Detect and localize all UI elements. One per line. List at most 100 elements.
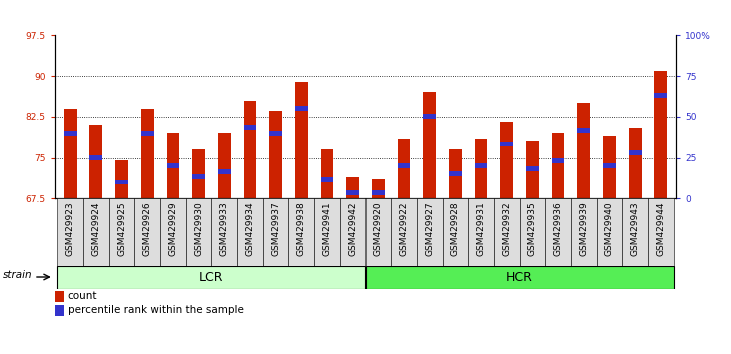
Bar [295, 106, 308, 111]
Bar [218, 169, 231, 173]
Text: count: count [68, 291, 97, 301]
Bar [243, 125, 257, 130]
Text: GSM429924: GSM429924 [91, 202, 100, 256]
Bar [552, 133, 564, 198]
Bar [58, 266, 366, 289]
Text: GSM429920: GSM429920 [374, 202, 383, 256]
Text: GSM429927: GSM429927 [425, 202, 434, 256]
Text: GSM429935: GSM429935 [528, 202, 537, 256]
Text: GSM429937: GSM429937 [271, 202, 280, 256]
Bar [321, 149, 333, 198]
Bar [115, 160, 128, 198]
Bar [160, 198, 186, 266]
Bar [494, 198, 520, 266]
Bar [603, 136, 616, 198]
Bar [295, 81, 308, 198]
Bar [89, 155, 102, 160]
Bar [263, 198, 289, 266]
Bar [526, 141, 539, 198]
Bar [115, 179, 128, 184]
Bar [83, 198, 109, 266]
Text: GSM429922: GSM429922 [400, 202, 409, 256]
Text: GSM429939: GSM429939 [579, 202, 588, 256]
Bar [89, 125, 102, 198]
Bar [58, 198, 83, 266]
Bar [192, 174, 205, 179]
Bar [449, 149, 462, 198]
Text: GSM429936: GSM429936 [553, 202, 563, 256]
Bar [269, 131, 282, 136]
Bar [269, 112, 282, 198]
Bar [141, 131, 154, 136]
Bar [552, 158, 564, 163]
Bar [500, 122, 513, 198]
Bar [391, 198, 417, 266]
Text: GSM429929: GSM429929 [168, 202, 178, 256]
Bar [577, 103, 590, 198]
Bar [423, 92, 436, 198]
Bar [167, 133, 179, 198]
Text: GSM429943: GSM429943 [631, 202, 640, 256]
Bar [135, 198, 160, 266]
Bar [398, 163, 410, 168]
Bar [545, 198, 571, 266]
Bar [218, 133, 231, 198]
Bar [372, 190, 385, 195]
Text: GSM429932: GSM429932 [502, 202, 511, 256]
Bar [622, 198, 648, 266]
Text: GSM429934: GSM429934 [246, 202, 254, 256]
Text: GSM429928: GSM429928 [451, 202, 460, 256]
Bar [500, 142, 513, 147]
Text: GSM429944: GSM429944 [656, 202, 665, 256]
Bar [596, 198, 622, 266]
Text: GSM429931: GSM429931 [477, 202, 485, 256]
Bar [442, 198, 468, 266]
Text: GSM429940: GSM429940 [605, 202, 614, 256]
Bar [64, 131, 77, 136]
Bar [577, 128, 590, 133]
Text: GSM429926: GSM429926 [143, 202, 152, 256]
Bar [141, 109, 154, 198]
Bar [186, 198, 211, 266]
Text: HCR: HCR [506, 270, 533, 284]
Bar [211, 198, 237, 266]
Bar [340, 198, 366, 266]
Text: GSM429930: GSM429930 [194, 202, 203, 256]
Bar [289, 198, 314, 266]
Bar [648, 198, 673, 266]
Bar [109, 198, 135, 266]
Text: GSM429933: GSM429933 [220, 202, 229, 256]
Bar [346, 177, 359, 198]
Bar [603, 163, 616, 168]
Bar [571, 198, 596, 266]
Bar [654, 71, 667, 198]
Bar [366, 198, 391, 266]
Bar [526, 166, 539, 171]
Bar [167, 163, 179, 168]
Bar [629, 150, 642, 155]
Text: strain: strain [3, 270, 32, 280]
Bar [346, 190, 359, 195]
Bar [243, 101, 257, 198]
Bar [314, 198, 340, 266]
Text: GSM429925: GSM429925 [117, 202, 126, 256]
Bar [629, 128, 642, 198]
Text: percentile rank within the sample: percentile rank within the sample [68, 306, 243, 315]
Bar [55, 305, 64, 316]
Bar [366, 266, 673, 289]
Bar [372, 179, 385, 198]
Bar [237, 198, 263, 266]
Bar [474, 138, 488, 198]
Bar [321, 177, 333, 182]
Bar [55, 291, 64, 302]
Bar [423, 114, 436, 119]
Bar [417, 198, 442, 266]
Text: GSM429941: GSM429941 [322, 202, 331, 256]
Bar [474, 163, 488, 168]
Bar [449, 171, 462, 176]
Text: GSM429942: GSM429942 [348, 202, 357, 256]
Bar [192, 149, 205, 198]
Text: GSM429938: GSM429938 [297, 202, 306, 256]
Bar [520, 198, 545, 266]
Text: LCR: LCR [199, 270, 224, 284]
